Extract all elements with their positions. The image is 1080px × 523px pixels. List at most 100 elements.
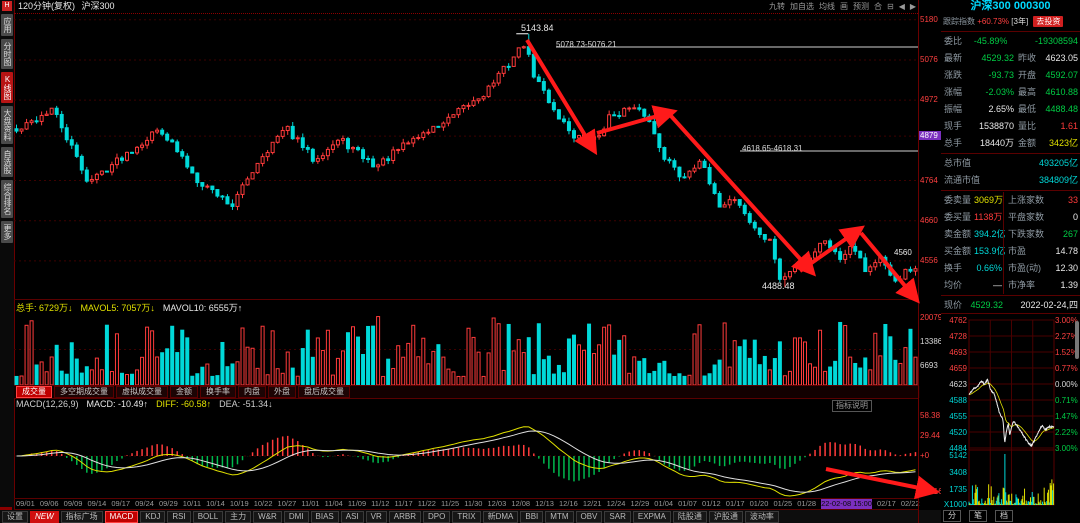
toolbar-item-加自选[interactable]: 加自选 [789,2,814,11]
bottom-tab-VR[interactable]: VR [365,510,387,523]
sidebar-item-分时图[interactable]: 分时图 [1,39,13,69]
volume-tab-外盘[interactable]: 外盘 [268,386,296,398]
volume-tab-内盘[interactable]: 内盘 [238,386,266,398]
quote-value: 4529.32 [981,53,1014,63]
app-logo-icon[interactable]: H [2,1,12,11]
toolbar-item-画[interactable]: 画 [839,2,848,11]
sidebar-item-应用[interactable]: 应用 [1,14,13,36]
quote-value: 4623.05 [1045,53,1078,63]
date-label: 12/21 [582,499,602,508]
cap-value: 493205亿 [1038,158,1078,168]
volume-tab-盘后成交量[interactable]: 盘后成交量 [298,386,350,398]
bottom-tab-陆股通[interactable]: 陆股通 [672,510,707,523]
mini-vol-tick: X1000 [943,500,967,509]
next-icon[interactable]: ▶ [909,2,916,11]
invest-button[interactable]: 去投资 [1033,16,1064,27]
bottom-tab-BBI[interactable]: BBI [520,510,544,523]
bottom-tab-BIAS[interactable]: BIAS [310,510,339,523]
quote-label: 最新 [944,53,963,63]
separator [14,498,918,499]
date-label: 11/25 [440,499,460,508]
mini-pct-tick: 0.77% [1055,364,1078,373]
bottom-tab-BOLL[interactable]: BOLL [192,510,224,523]
bottom-tab-TRIX[interactable]: TRIX [452,510,481,523]
date-label: 11/09 [347,499,367,508]
detail-label: 市盈 [1008,246,1027,256]
bottom-tab-W&R[interactable]: W&R [253,510,282,523]
date-label: 10/14 [206,499,225,508]
instrument-title[interactable]: 沪深300 000300 [970,0,1051,12]
bottom-tab-主力[interactable]: 主力 [225,510,252,523]
detail-row: 均价 — 市净率 1.39 [941,277,1080,294]
quote-value: 4610.88 [1045,87,1078,97]
toolbar-item-预测[interactable]: 预测 [852,2,869,11]
bottom-tab-RSI[interactable]: RSI [167,510,191,523]
panel-column-divider [1003,192,1004,294]
date-label: 01/17 [725,499,745,508]
quote-label: 最低 [1018,104,1037,114]
mini-price-tick: 4623 [949,380,967,389]
price-axis-tick: 4556 [920,255,938,265]
bottom-tab-沪股通[interactable]: 沪股通 [708,510,743,523]
volume-tab-金额[interactable]: 金额 [170,386,198,398]
date-label: 12/16 [558,499,578,508]
bottom-tab-DMI[interactable]: DMI [283,510,309,523]
sidebar-item-综合排名[interactable]: 综合排名 [1,180,13,218]
sidebar-item-自选股[interactable]: 自选股 [1,147,13,177]
detail-value: 267 [1062,229,1078,239]
detail-label: 卖金额 [944,229,972,239]
mini-tab-档[interactable]: 档 [995,510,1013,522]
volume-header: 总手: 6729万↓ MAVOL5: 7057万↓ MAVOL10: 6555万↑ [16,301,242,313]
toolbar-item-均线[interactable]: 均线 [818,2,835,11]
mini-tab-分[interactable]: 分 [943,510,961,522]
indicator-help-button[interactable]: 指标说明 [832,400,872,412]
main-chart[interactable] [14,0,918,523]
sidebar-item-K线图[interactable]: K线图 [1,72,13,103]
sidebar-item-大盘资料[interactable]: 大盘资料 [1,106,13,144]
bottom-tab-ASI[interactable]: ASI [340,510,364,523]
quote-row: 委比 -45.89% -19308594 [941,33,1080,50]
quote-panel: 沪深300 000300 跟踪指数 +60.73% [3年] 去投资 委比 -45… [941,0,1080,523]
last-price-tag: 4560 [894,248,912,257]
date-label: 09/17 [111,499,131,508]
detail-label: 委买量 [944,212,972,222]
date-label: 01/25 [773,499,793,508]
bottom-tab-新DMA[interactable]: 新DMA [482,510,519,523]
bottom-tab-EXPMA[interactable]: EXPMA [632,510,671,523]
sidebar-item-更多[interactable]: 更多 [1,221,13,243]
toolbar-item-合[interactable]: 合 [873,2,882,11]
quote-value: -45.89% [973,36,1008,46]
toolbar-item-九转[interactable]: 九转 [768,2,785,11]
date-label: 01/28 [797,499,817,508]
bottom-tab-DPO[interactable]: DPO [423,510,451,523]
bottom-tab-OBV[interactable]: OBV [575,510,603,523]
mini-price-tick: 4728 [949,332,967,341]
volume-tab-多空期成交量[interactable]: 多空期成交量 [54,386,114,398]
volume-tab-虚拟成交量[interactable]: 虚拟成交量 [116,386,168,398]
mini-scrollbar-thumb[interactable] [1075,321,1079,359]
bottom-tab-设置[interactable]: 设置 [2,510,28,523]
date-label: 12/24 [606,499,626,508]
bottom-tab-NEW[interactable]: NEW [30,510,59,523]
cap-label: 总市值 [944,158,972,168]
bottom-tab-MACD[interactable]: MACD [104,510,139,523]
mini-tab-笔[interactable]: 笔 [969,510,987,522]
bottom-tab-波动率[interactable]: 波动率 [744,510,779,523]
cap-label: 流通市值 [944,175,981,185]
grid-icon[interactable]: ⊟ [886,2,894,11]
volume-tab-成交量[interactable]: 成交量 [16,386,52,398]
volume-tab-换手率[interactable]: 换手率 [200,386,236,398]
tracking-pct: +60.73% [977,17,1010,26]
prev-icon[interactable]: ◀ [898,2,905,11]
mini-price-tick: 4484 [949,444,967,453]
bottom-tab-KDJ[interactable]: KDJ [140,510,166,523]
bottom-tab-SAR[interactable]: SAR [604,510,631,523]
mini-pct-tick: 2.27% [1055,332,1078,341]
price-axis-tick: 4764 [920,175,938,185]
intraday-mini-chart[interactable]: 4762 4728 4693 4659 4623 4588 4555 4520 4484 3.00… [941,315,1080,523]
separator [14,299,918,300]
date-label: 12/08 [511,499,531,508]
bottom-tab-指标广场[interactable]: 指标广场 [60,510,103,523]
bottom-tab-ARBR[interactable]: ARBR [388,510,422,523]
bottom-tab-MTM[interactable]: MTM [545,510,574,523]
